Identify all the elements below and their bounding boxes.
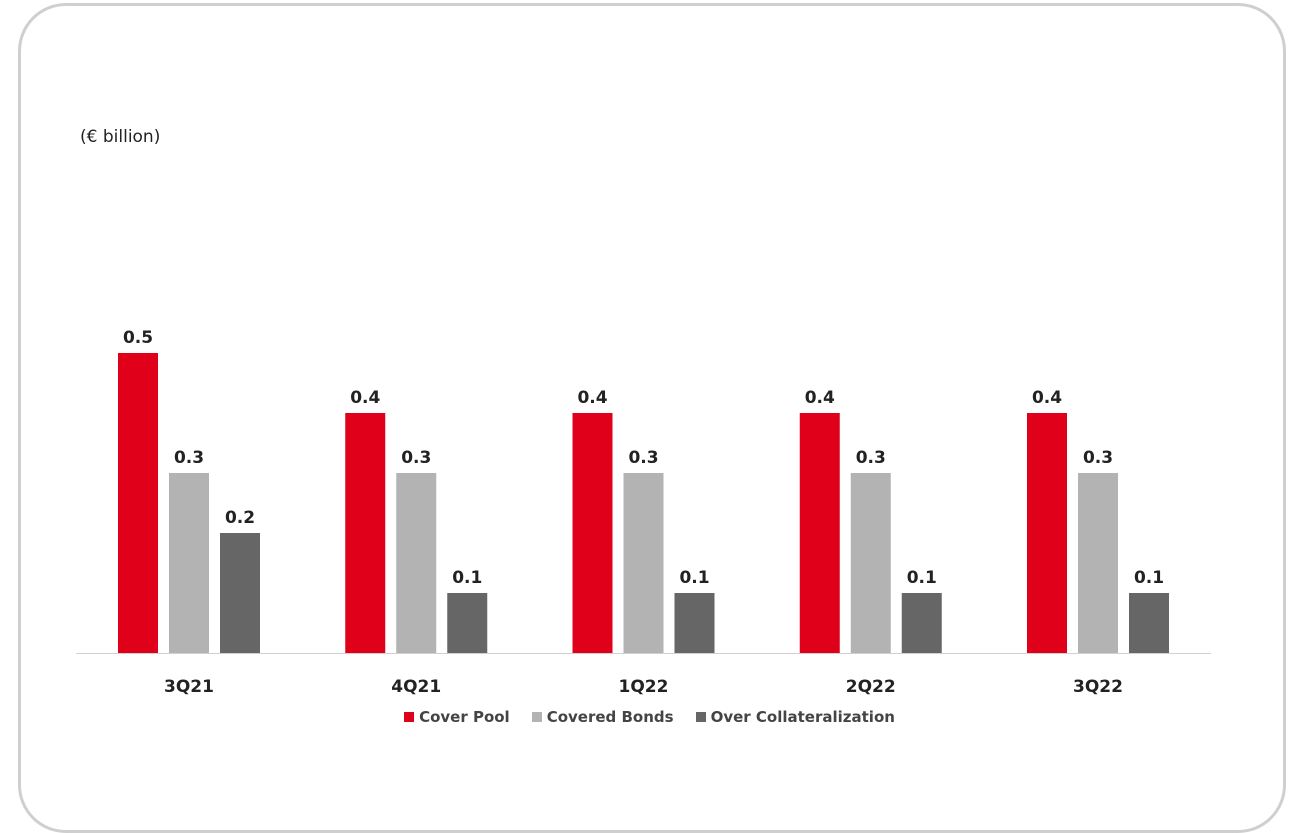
data-label-cover-pool-3q22: 0.4	[1032, 388, 1062, 408]
legend-swatch	[404, 712, 415, 722]
bar-covered-bonds-4q21	[396, 473, 437, 653]
data-label-over-collateralization-2q22: 0.1	[907, 568, 937, 588]
legend-item-covered-bonds: Covered Bonds	[524, 708, 674, 726]
data-label-covered-bonds-3q21: 0.3	[174, 448, 204, 468]
data-label-covered-bonds-2q22: 0.3	[856, 448, 886, 468]
bar-cover-pool-1q22	[572, 413, 613, 653]
data-label-over-collateralization-3q21: 0.2	[225, 508, 255, 528]
chart-frame	[18, 3, 1286, 833]
data-label-covered-bonds-3q22: 0.3	[1083, 448, 1113, 468]
category-label-1q22: 1Q22	[619, 677, 669, 697]
category-labels: 3Q21 4Q21 1Q22 2Q22 3Q22	[164, 677, 1123, 697]
category-label-2q22: 2Q22	[846, 677, 896, 697]
data-label-covered-bonds-1q22: 0.3	[628, 448, 658, 468]
bar-covered-bonds-1q22	[623, 473, 664, 653]
legend: Cover Pool Covered Bonds Over Collateraliz…	[0, 708, 1291, 726]
category-label-3q22: 3Q22	[1073, 677, 1123, 697]
bars-layer: 0.5 0.3 0.2 0.4 0.3 0.1 0.4 0.3 0.1 0.4 0.3 0.1 0.4 0…	[118, 328, 1169, 653]
legend-item-cover-pool: Cover Pool	[396, 708, 510, 726]
bar-over-collateralization-2q22	[901, 593, 942, 653]
bar-covered-bonds-2q22	[850, 473, 891, 653]
bar-covered-bonds-3q21	[169, 473, 209, 653]
category-label-4q21: 4Q21	[391, 677, 441, 697]
bar-covered-bonds-3q22	[1078, 473, 1118, 653]
bar-cover-pool-2q22	[799, 413, 840, 653]
legend-label: Over Collateralization	[710, 708, 895, 726]
bar-over-collateralization-4q21	[447, 593, 488, 653]
bar-cover-pool-3q22	[1027, 413, 1067, 653]
bar-over-collateralization-3q21	[220, 533, 260, 653]
bar-chart: 0.5 0.3 0.2 0.4 0.3 0.1 0.4 0.3 0.1 0.4 0.3 0.1 0.4 0…	[76, 328, 1211, 697]
bar-over-collateralization-1q22	[674, 593, 715, 653]
bar-cover-pool-3q21	[118, 353, 158, 653]
legend-swatch	[531, 712, 542, 722]
bar-over-collateralization-3q22	[1129, 593, 1169, 653]
data-label-covered-bonds-4q21: 0.3	[401, 448, 431, 468]
legend-swatch	[695, 712, 706, 722]
legend-label: Covered Bonds	[546, 708, 674, 726]
data-label-over-collateralization-4q21: 0.1	[452, 568, 482, 588]
data-label-cover-pool-1q22: 0.4	[577, 388, 607, 408]
data-label-cover-pool-4q21: 0.4	[350, 388, 380, 408]
bar-cover-pool-4q21	[345, 413, 386, 653]
legend-item-over-collateralization: Over Collateralization	[688, 708, 895, 726]
category-label-3q21: 3Q21	[164, 677, 214, 697]
legend-label: Cover Pool	[419, 708, 510, 726]
data-label-cover-pool-3q21: 0.5	[123, 328, 153, 348]
unit-label: (€ billion)	[80, 127, 161, 147]
data-label-cover-pool-2q22: 0.4	[805, 388, 835, 408]
data-label-over-collateralization-1q22: 0.1	[679, 568, 709, 588]
data-label-over-collateralization-3q22: 0.1	[1134, 568, 1164, 588]
